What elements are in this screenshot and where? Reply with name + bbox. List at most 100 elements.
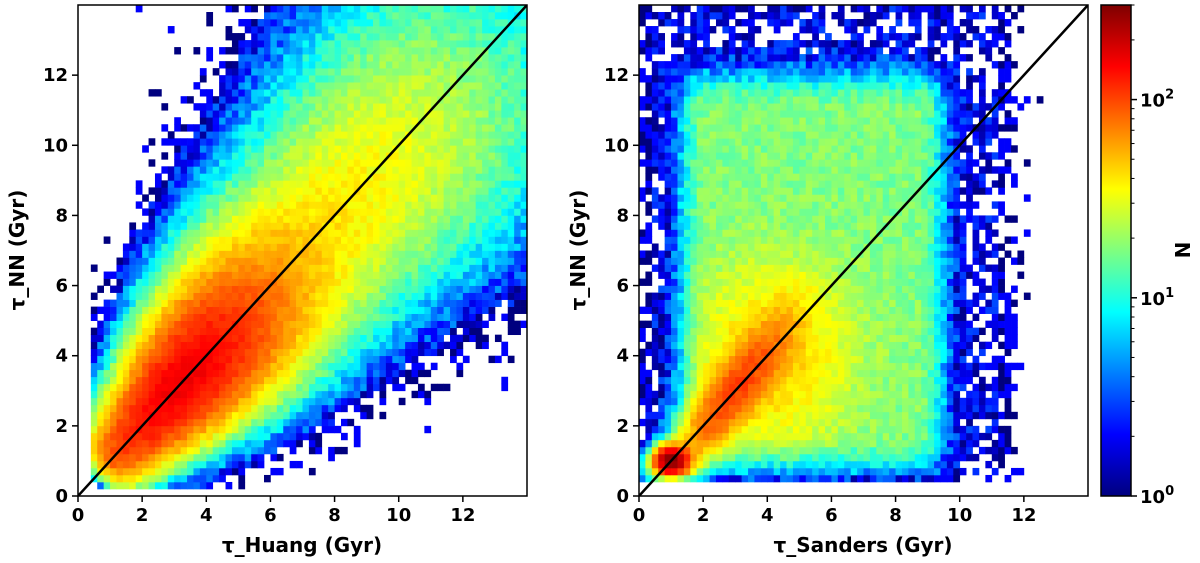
heatmap-bin <box>321 131 329 139</box>
heatmap-bin <box>494 152 502 160</box>
heatmap-bin <box>671 194 678 202</box>
heatmap-bin <box>161 320 169 328</box>
heatmap-bin <box>651 264 659 272</box>
heatmap-bin <box>379 327 387 336</box>
heatmap-bin <box>289 390 297 399</box>
heatmap-bin <box>199 299 207 307</box>
heatmap-bin <box>276 243 284 251</box>
heatmap-bin <box>683 271 691 279</box>
heatmap-bin <box>110 348 117 357</box>
heatmap-bin <box>379 138 387 146</box>
heatmap-bin <box>690 299 698 307</box>
heatmap-bin <box>270 222 278 230</box>
heatmap-bin <box>482 12 489 20</box>
heatmap-bin <box>754 96 762 104</box>
heatmap-bin <box>264 166 271 174</box>
heatmap-bin <box>225 208 233 216</box>
heatmap-bin <box>437 5 444 13</box>
heatmap-bin <box>735 362 742 371</box>
heatmap-bin <box>715 187 723 195</box>
heatmap-bin <box>639 12 646 20</box>
heatmap-bin <box>283 425 291 434</box>
heatmap-bin <box>690 138 698 146</box>
heatmap-bin <box>308 327 316 336</box>
heatmap-bin <box>760 208 768 216</box>
huang-axes-frame <box>77 4 528 497</box>
heatmap-bin <box>180 292 188 300</box>
heatmap-bin <box>760 390 768 399</box>
heatmap-bin <box>683 40 691 48</box>
heatmap-bin <box>174 439 181 448</box>
heatmap-bin <box>199 201 207 209</box>
heatmap-bin <box>767 334 775 343</box>
heatmap-bin <box>664 180 672 188</box>
heatmap-bin <box>315 96 323 104</box>
heatmap-bin <box>167 404 175 413</box>
heatmap-bin <box>488 82 496 90</box>
heatmap-bin <box>664 355 672 364</box>
heatmap-bin <box>308 369 316 378</box>
heatmap-bin <box>187 320 194 328</box>
heatmap-bin <box>180 124 188 132</box>
heatmap-bin <box>443 61 451 69</box>
heatmap-bin <box>392 236 400 244</box>
heatmap-bin <box>696 243 704 251</box>
heatmap-bin <box>116 425 124 434</box>
heatmap-bin <box>154 222 162 230</box>
heatmap-bin <box>283 215 291 223</box>
heatmap-bin <box>180 390 188 399</box>
heatmap-bin <box>754 75 762 83</box>
heatmap-bin <box>754 257 762 265</box>
heatmap-bin <box>167 348 175 357</box>
heatmap-bin <box>103 467 111 476</box>
heatmap-bin <box>174 194 181 202</box>
heatmap-bin <box>677 313 685 321</box>
heatmap-bin <box>443 117 451 125</box>
heatmap-bin <box>658 439 665 448</box>
heatmap-bin <box>353 320 361 328</box>
heatmap-bin <box>696 432 704 441</box>
heatmap-bin <box>501 201 509 209</box>
heatmap-bin <box>366 159 374 167</box>
heatmap-bin <box>135 362 143 371</box>
heatmap-bin <box>501 222 509 230</box>
heatmap-bin <box>430 362 438 371</box>
heatmap-bin <box>424 180 432 188</box>
heatmap-bin <box>411 215 419 223</box>
heatmap-bin <box>728 285 736 293</box>
heatmap-bin <box>722 12 730 20</box>
heatmap-bin <box>308 425 316 434</box>
heatmap-bin <box>154 250 162 258</box>
heatmap-bin <box>709 425 717 434</box>
heatmap-bin <box>754 103 762 111</box>
heatmap-bin <box>373 285 380 293</box>
heatmap-bin <box>373 96 380 104</box>
heatmap-bin <box>754 271 762 279</box>
heatmap-bin <box>703 439 710 448</box>
heatmap-bin <box>334 215 342 223</box>
heatmap-bin <box>760 376 768 385</box>
heatmap-bin <box>187 152 194 160</box>
heatmap-bin <box>696 460 704 469</box>
heatmap-bin <box>443 306 451 314</box>
heatmap-bin <box>735 453 742 462</box>
heatmap-bin <box>651 61 659 69</box>
heatmap-bin <box>315 180 323 188</box>
heatmap-bin <box>257 166 265 174</box>
heatmap-bin <box>270 152 278 160</box>
heatmap-bin <box>520 152 527 160</box>
heatmap-bin <box>129 320 137 328</box>
heatmap-bin <box>683 208 691 216</box>
heatmap-bin <box>308 110 316 118</box>
heatmap-bin <box>334 313 342 321</box>
heatmap-bin <box>728 215 736 223</box>
heatmap-bin <box>748 110 755 118</box>
heatmap-bin <box>664 117 672 125</box>
heatmap-bin <box>741 425 749 434</box>
heatmap-bin <box>257 390 265 399</box>
heatmap-bin <box>748 159 755 167</box>
heatmap-bin <box>321 82 329 90</box>
heatmap-bin <box>206 390 214 399</box>
heatmap-bin <box>187 376 194 385</box>
heatmap-bin <box>482 285 489 293</box>
